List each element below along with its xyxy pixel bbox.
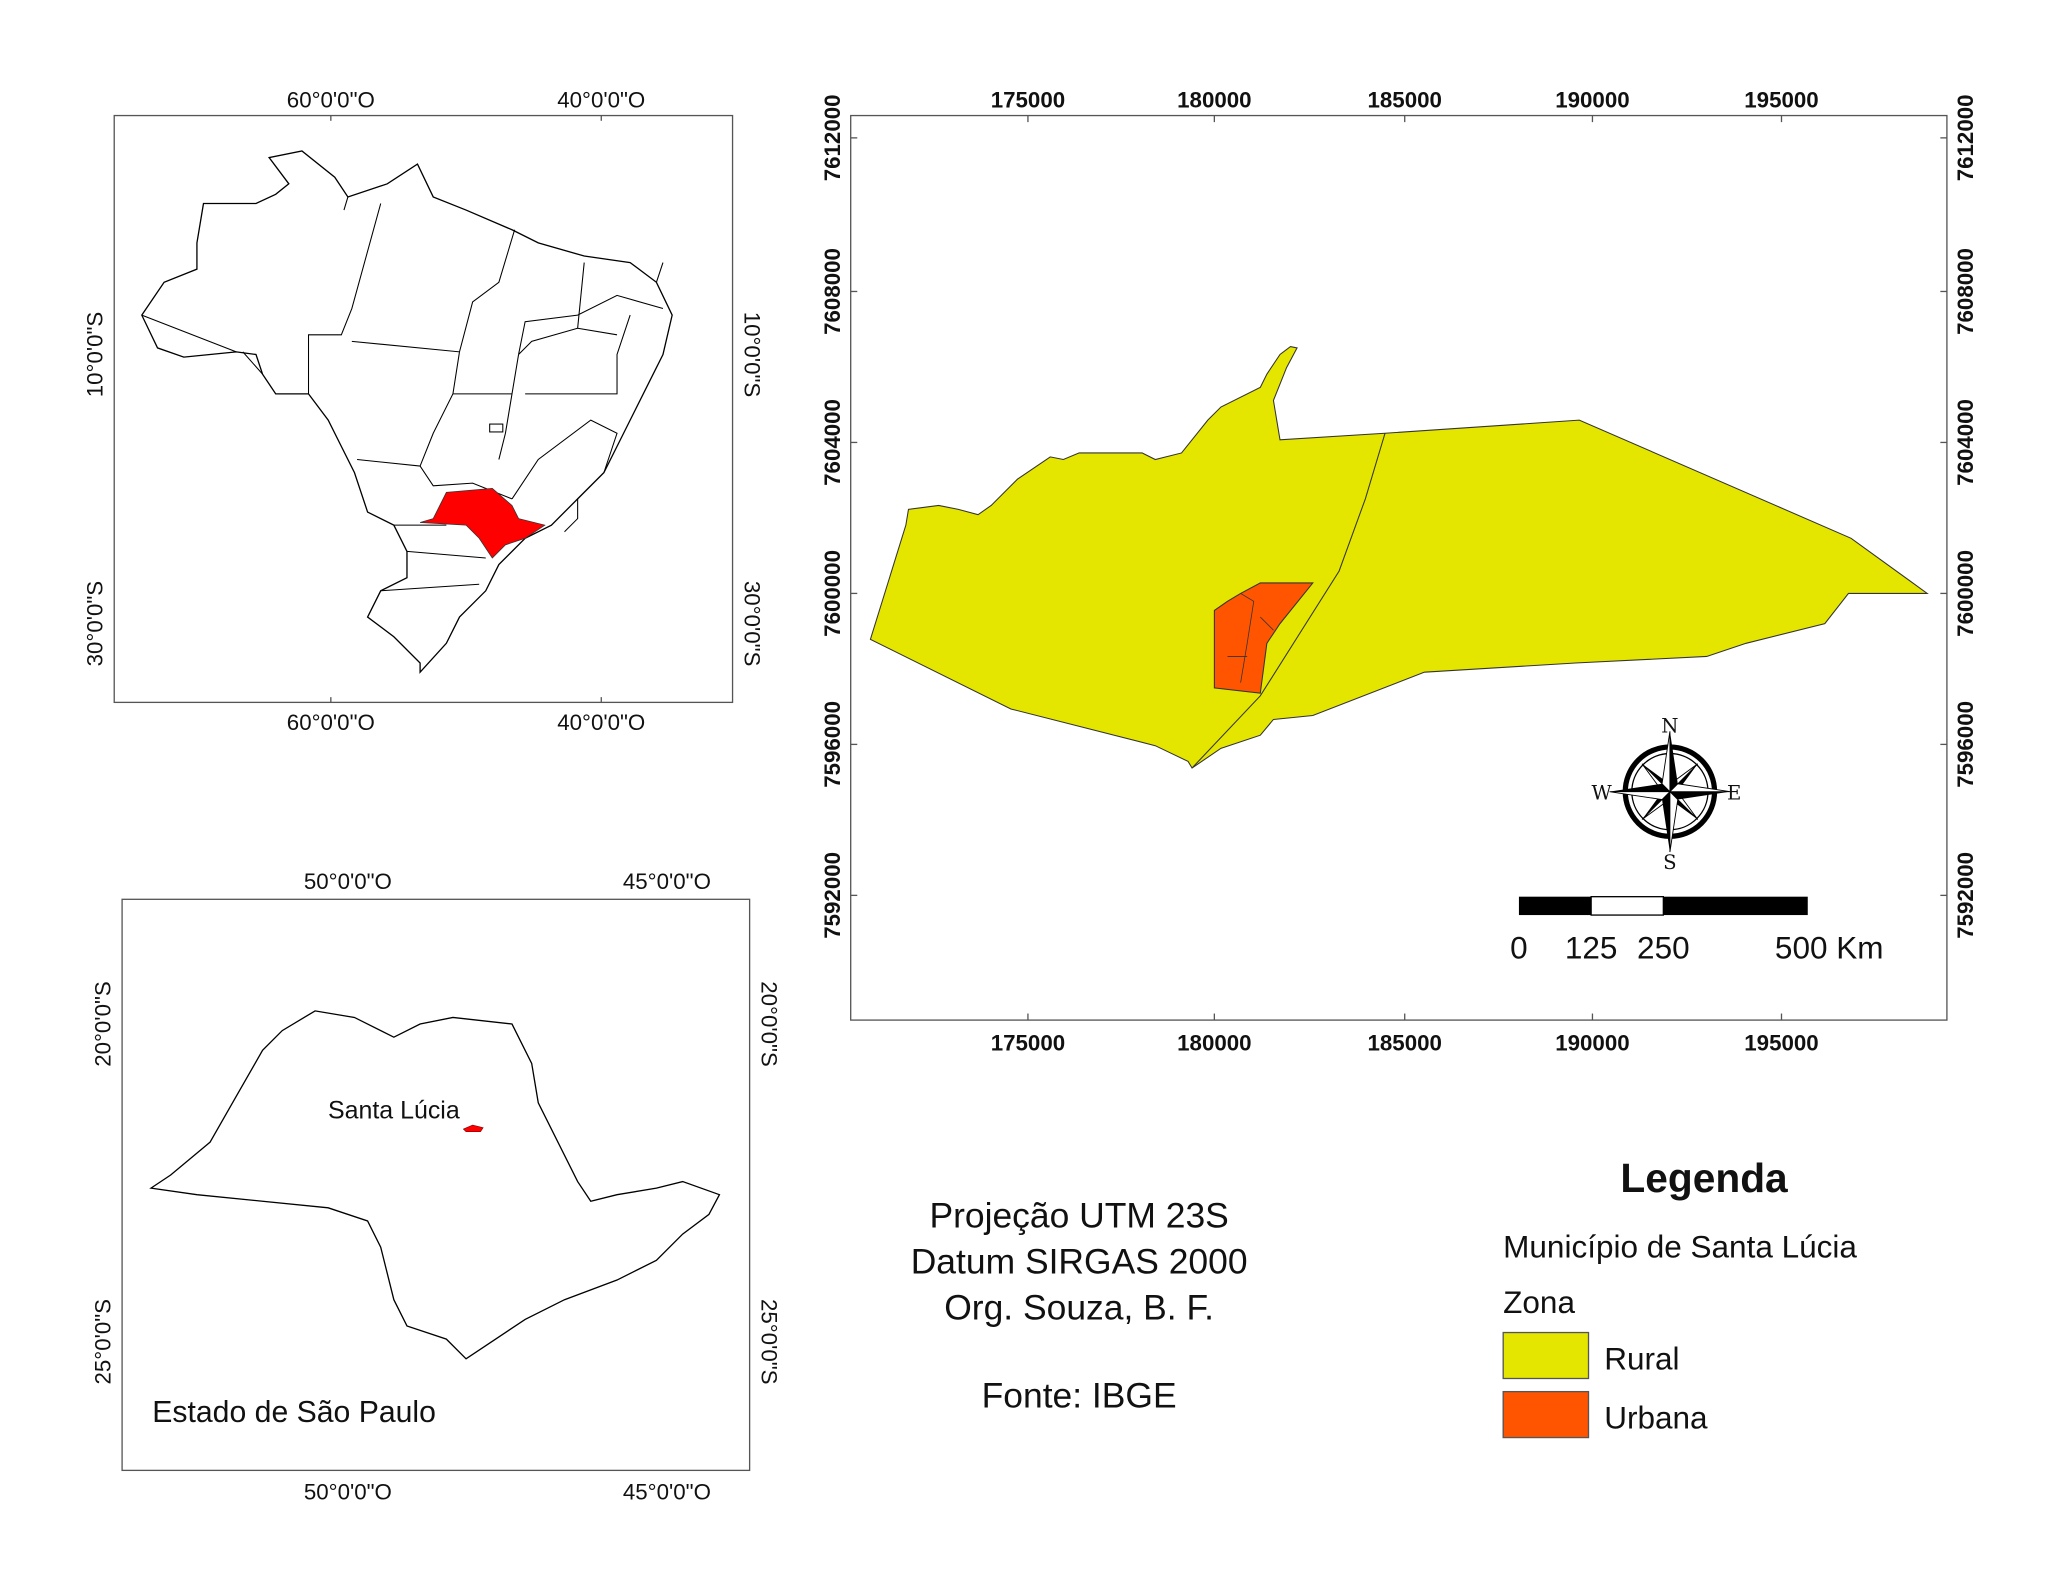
- brazil-right-label: 30°0'0"S: [739, 581, 764, 667]
- x-tick-label: 190000: [1555, 88, 1629, 113]
- santa-lucia-marker: [462, 1124, 484, 1133]
- sp-left-label: 25°0'0"S: [90, 1299, 115, 1385]
- y-tick-label: 7608000: [1953, 248, 1978, 335]
- scale-label: 0: [1510, 929, 1528, 965]
- y-tick-label: 7600000: [1953, 550, 1978, 637]
- x-tick-label: 195000: [1744, 1030, 1818, 1055]
- sp-bottom-label: 45°0'0"O: [623, 1479, 711, 1504]
- x-tick-label: 180000: [1177, 88, 1251, 113]
- sp-top-label: 45°0'0"O: [623, 869, 711, 894]
- compass-south-label: S: [1663, 851, 1677, 874]
- map-info: Projeção UTM 23S Datum SIRGAS 2000 Org. …: [911, 1196, 1248, 1416]
- sp-right-label: 25°0'0"S: [756, 1299, 781, 1385]
- x-tick-label: 185000: [1368, 1030, 1442, 1055]
- legend-title: Legenda: [1620, 1155, 1788, 1201]
- y-tick-label: 7608000: [820, 248, 845, 335]
- x-tick-label: 185000: [1368, 88, 1442, 113]
- brazil-inset-map: 60°0'0"O 40°0'0"O 60°0'0"O 40°0'0"O 10°0…: [82, 88, 764, 735]
- legend-swatch-rural: [1502, 1331, 1590, 1380]
- urban-zone: [1213, 582, 1314, 694]
- sp-map-title: Estado de São Paulo: [152, 1396, 436, 1429]
- brazil-right-label: 10°0'0"S: [739, 312, 764, 398]
- brazil-top-label: 60°0'0"O: [287, 88, 375, 113]
- legend-swatch-urbana: [1502, 1390, 1590, 1439]
- projection-text: Projeção UTM 23S: [929, 1196, 1228, 1236]
- y-tick-label: 7600000: [820, 550, 845, 637]
- y-tick-label: 7604000: [820, 399, 845, 486]
- brazil-left-label: 30°0'0"S: [82, 581, 107, 667]
- y-tick-label: 7592000: [820, 852, 845, 939]
- sao-paulo-inset-map: Santa Lúcia Estado de São Paulo 50°0'0"O…: [90, 869, 781, 1504]
- datum-text: Datum SIRGAS 2000: [911, 1241, 1248, 1281]
- brazil-top-label: 40°0'0"O: [557, 88, 645, 113]
- legend: Legenda Município de Santa Lúcia Zona Ru…: [1502, 1155, 1857, 1439]
- rural-zone: [869, 346, 1929, 769]
- y-tick-label: 7592000: [1953, 852, 1978, 939]
- brazil-outline: [141, 150, 673, 674]
- x-tick-label: 175000: [991, 1030, 1065, 1055]
- compass-rose-icon: [1609, 731, 1731, 853]
- x-tick-label: 195000: [1744, 88, 1818, 113]
- legend-subtitle: Município de Santa Lúcia: [1503, 1229, 1857, 1265]
- santa-lucia-label: Santa Lúcia: [328, 1097, 460, 1125]
- scale-label: 250: [1637, 929, 1690, 965]
- legend-group: Zona: [1503, 1284, 1575, 1320]
- y-tick-label: 7596000: [1953, 701, 1978, 788]
- main-map: 175000 180000 185000 190000 195000 17500…: [820, 88, 1978, 1056]
- federal-district: [489, 423, 504, 433]
- legend-label-rural: Rural: [1604, 1340, 1679, 1376]
- sao-paulo-outline: [149, 1010, 721, 1360]
- x-tick-label: 180000: [1177, 1030, 1251, 1055]
- brazil-bottom-label: 40°0'0"O: [557, 710, 645, 735]
- sp-right-label: 20°0'0"S: [756, 981, 781, 1067]
- sao-paulo-state-highlight: [419, 487, 546, 559]
- legend-label-urbana: Urbana: [1604, 1399, 1708, 1435]
- compass-north-label: N: [1661, 715, 1678, 738]
- compass-west-label: W: [1592, 782, 1613, 805]
- y-tick-label: 7612000: [820, 94, 845, 181]
- source-text: Fonte: IBGE: [982, 1375, 1177, 1415]
- sp-bottom-label: 50°0'0"O: [304, 1479, 392, 1504]
- scale-label: 500 Km: [1775, 929, 1884, 965]
- y-tick-label: 7604000: [1953, 399, 1978, 486]
- org-text: Org. Souza, B. F.: [944, 1287, 1214, 1327]
- x-tick-label: 175000: [991, 88, 1065, 113]
- x-tick-label: 190000: [1555, 1030, 1629, 1055]
- scale-bar: [1518, 896, 1808, 916]
- brazil-bottom-label: 60°0'0"O: [287, 710, 375, 735]
- scale-label: 125: [1565, 929, 1618, 965]
- brazil-left-label: 10°0'0"S: [82, 312, 107, 398]
- sp-left-label: 20°0'0"S: [90, 981, 115, 1067]
- x-ticks: [850, 115, 1947, 1021]
- y-tick-label: 7612000: [1953, 94, 1978, 181]
- y-tick-label: 7596000: [820, 701, 845, 788]
- compass-east-label: E: [1727, 782, 1741, 805]
- sp-top-label: 50°0'0"O: [304, 869, 392, 894]
